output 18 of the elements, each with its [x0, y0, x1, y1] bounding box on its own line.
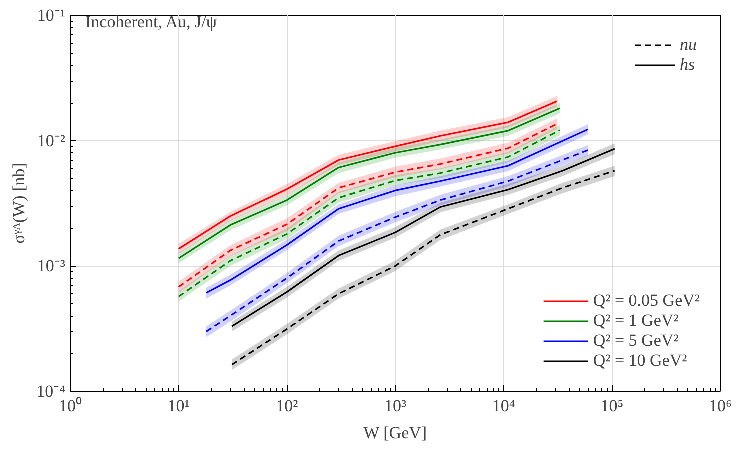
x-tick-label: 10⁵	[600, 396, 624, 416]
y-axis-title: σᵞᴬ(W) [nb]	[10, 163, 29, 244]
annotation: Incoherent, Au, J/ψ	[86, 12, 218, 32]
y-tick-label: 10⁻²	[37, 131, 66, 150]
x-axis-title: W [GeV]	[364, 424, 428, 442]
x-tick-label: 10²	[276, 396, 298, 416]
legend-label: Q² = 5 GeV²	[593, 331, 679, 351]
x-tick-label: 10⁶	[709, 396, 732, 416]
x-tick-label: 10⁴	[492, 396, 516, 416]
y-tick-label: 10⁻³	[37, 256, 66, 276]
legend-label: Q² = 1 GeV²	[593, 311, 679, 331]
legend-label: Q² = 0.05 GeV²	[593, 291, 700, 311]
legend-label: Q² = 10 GeV²	[593, 351, 688, 371]
annotation: nu	[680, 35, 698, 55]
x-tick-label: 10¹	[168, 396, 190, 416]
y-tick-label: 10⁻¹	[37, 6, 66, 25]
x-tick-label: 10³	[384, 396, 407, 416]
annotation: hs	[680, 55, 696, 75]
